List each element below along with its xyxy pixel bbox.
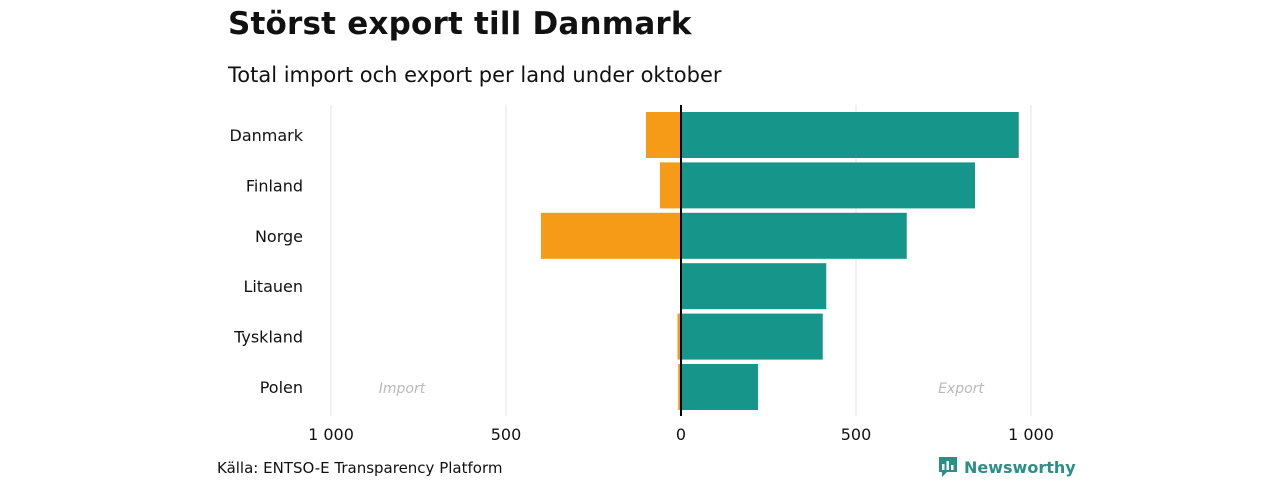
bar-import: [678, 364, 681, 410]
x-tick-label: 0: [676, 425, 686, 444]
x-tick-label: 500: [491, 425, 522, 444]
import-annotation: Import: [379, 381, 426, 397]
category-label: Danmark: [230, 126, 304, 145]
export-annotation: Export: [938, 381, 984, 397]
bar-import: [646, 112, 681, 158]
x-tick-label: 1 000: [1008, 425, 1054, 444]
category-label: Litauen: [243, 277, 303, 296]
x-tick-label: 1 000: [308, 425, 354, 444]
category-label: Tyskland: [233, 328, 303, 347]
x-tick-label: 500: [841, 425, 872, 444]
brand-name: Newsworthy: [964, 457, 1076, 477]
bar-export: [681, 112, 1019, 158]
grid-lines: [330, 105, 1032, 416]
bar-export: [681, 364, 758, 410]
source-note: Källa: ENTSO-E Transparency Platform: [217, 459, 503, 477]
category-label: Norge: [255, 227, 303, 246]
bar-import: [677, 313, 681, 360]
category-label: Finland: [246, 176, 303, 195]
bar-chart: 1 000 500 0 500 1 000 Danmark Finland Norge Lita…: [230, 105, 1054, 444]
bars: [541, 112, 1019, 410]
category-label: Polen: [260, 378, 303, 397]
bar-export: [681, 313, 823, 360]
chart-title: Störst export till Danmark: [228, 6, 692, 42]
newsworthy-logo-icon: [938, 456, 958, 478]
bar-import: [660, 162, 681, 209]
brand-logo: Newsworthy: [938, 456, 1076, 478]
labels: 1 000 500 0 500 1 000 Danmark Finland Norge Lita…: [230, 126, 1054, 444]
bar-export: [681, 212, 907, 259]
bar-export: [681, 263, 827, 310]
bar-export: [681, 162, 975, 209]
chart-subtitle: Total import och export per land under o…: [228, 63, 722, 87]
bar-import: [541, 212, 681, 259]
